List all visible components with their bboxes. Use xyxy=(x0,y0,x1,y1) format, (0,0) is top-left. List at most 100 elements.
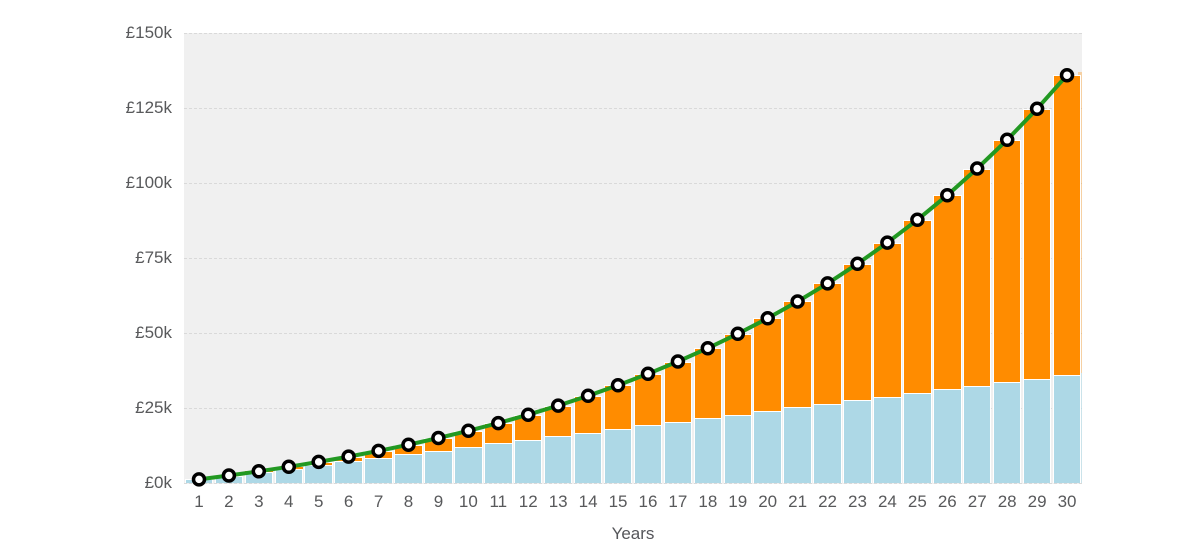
line-marker-year-20[interactable] xyxy=(760,311,775,326)
bar-segment-orange-year-21[interactable] xyxy=(783,301,812,408)
y-tick-label-£75k: £75k xyxy=(135,248,172,267)
line-marker-year-27[interactable] xyxy=(969,161,985,176)
y-tick-label-£0k: £0k xyxy=(144,473,172,492)
bar-segment-orange-year-16[interactable] xyxy=(633,373,663,426)
line-marker-year-12[interactable] xyxy=(520,407,536,422)
gridline-£25k xyxy=(184,408,1082,409)
x-tick-label-6: 6 xyxy=(343,492,354,511)
line-marker-year-17[interactable] xyxy=(670,354,686,369)
stacked-bar-year-14[interactable] xyxy=(573,395,603,483)
line-marker-year-6[interactable] xyxy=(341,449,356,464)
stacked-bar-year-26[interactable] xyxy=(933,195,962,483)
bar-segment-blue-year-7[interactable] xyxy=(364,457,393,483)
line-marker-year-29[interactable] xyxy=(1029,101,1045,116)
bar-segment-orange-year-23[interactable] xyxy=(843,263,872,401)
stacked-bar-year-28[interactable] xyxy=(992,139,1022,483)
bar-segment-blue-year-30[interactable] xyxy=(1052,375,1082,483)
stacked-bar-year-18[interactable] xyxy=(693,348,723,483)
line-marker-year-23[interactable] xyxy=(850,256,865,272)
stacked-bar-year-30[interactable] xyxy=(1052,75,1082,483)
bar-segment-blue-year-18[interactable] xyxy=(693,418,723,483)
bar-segment-orange-year-27[interactable] xyxy=(962,168,992,386)
line-marker-year-2[interactable] xyxy=(221,468,237,483)
stacked-bar-year-21[interactable] xyxy=(783,301,812,483)
bar-segment-blue-year-27[interactable] xyxy=(962,385,992,483)
line-marker-year-22[interactable] xyxy=(820,276,835,291)
x-tick-label-5: 5 xyxy=(313,492,324,511)
line-marker-year-14[interactable] xyxy=(580,388,596,404)
bar-segment-blue-year-25[interactable] xyxy=(903,393,932,483)
x-tick-label-24: 24 xyxy=(877,492,897,511)
bar-segment-blue-year-14[interactable] xyxy=(573,432,603,483)
line-marker-year-9[interactable] xyxy=(431,430,446,446)
stacked-bar-year-29[interactable] xyxy=(1022,108,1052,483)
x-tick-label-21: 21 xyxy=(788,492,808,511)
line-marker-year-18[interactable] xyxy=(700,340,716,356)
line-marker-year-7[interactable] xyxy=(371,443,386,459)
bar-segment-orange-year-15[interactable] xyxy=(603,385,633,429)
line-marker-year-26[interactable] xyxy=(940,187,955,203)
bar-segment-orange-year-25[interactable] xyxy=(903,219,932,393)
gridline-£100k xyxy=(184,183,1082,184)
line-marker-year-16[interactable] xyxy=(640,366,656,382)
stacked-bar-year-13[interactable] xyxy=(543,405,573,483)
bar-segment-blue-year-15[interactable] xyxy=(603,429,633,483)
bar-segment-blue-year-16[interactable] xyxy=(633,425,663,483)
stacked-bar-year-17[interactable] xyxy=(663,361,693,483)
line-marker-year-28[interactable] xyxy=(999,132,1015,148)
bar-segment-blue-year-20[interactable] xyxy=(753,411,782,483)
bar-segment-blue-year-23[interactable] xyxy=(843,400,872,483)
bar-segment-blue-year-21[interactable] xyxy=(783,407,812,483)
line-marker-year-25[interactable] xyxy=(910,212,925,228)
bar-segment-blue-year-22[interactable] xyxy=(813,403,842,483)
x-tick-label-23: 23 xyxy=(848,492,867,511)
bar-segment-orange-year-20[interactable] xyxy=(753,318,782,411)
bar-segment-blue-year-12[interactable] xyxy=(513,439,543,483)
gridline-£125k xyxy=(184,108,1082,109)
bar-segment-blue-year-10[interactable] xyxy=(454,447,483,483)
bar-segment-blue-year-24[interactable] xyxy=(873,396,902,483)
line-marker-year-4[interactable] xyxy=(281,459,297,475)
bar-segment-blue-year-28[interactable] xyxy=(992,382,1022,483)
bar-segment-blue-year-26[interactable] xyxy=(933,389,962,483)
bar-segment-orange-year-30[interactable] xyxy=(1052,75,1082,375)
line-marker-year-8[interactable] xyxy=(401,437,416,452)
line-marker-year-15[interactable] xyxy=(610,378,626,393)
line-marker-year-24[interactable] xyxy=(880,235,895,250)
x-tick-label-18: 18 xyxy=(698,492,718,511)
line-marker-year-21[interactable] xyxy=(790,294,805,309)
stacked-bar-year-19[interactable] xyxy=(723,333,753,483)
line-marker-year-5[interactable] xyxy=(311,454,326,470)
bar-segment-blue-year-8[interactable] xyxy=(394,454,423,483)
line-marker-year-1[interactable] xyxy=(191,472,207,487)
bar-segment-blue-year-29[interactable] xyxy=(1022,378,1052,483)
bar-segment-blue-year-19[interactable] xyxy=(723,414,753,483)
y-tick-label-£50k: £50k xyxy=(135,323,172,342)
line-marker-year-19[interactable] xyxy=(730,326,746,342)
bar-segment-orange-year-17[interactable] xyxy=(663,361,693,422)
stacked-bar-year-15[interactable] xyxy=(603,385,633,483)
line-series-layer xyxy=(191,67,1075,487)
stacked-bar-year-20[interactable] xyxy=(753,318,782,483)
y-tick-label-£25k: £25k xyxy=(135,398,172,417)
bar-segment-orange-year-26[interactable] xyxy=(933,195,962,390)
line-marker-year-3[interactable] xyxy=(251,464,267,479)
bar-segment-orange-year-28[interactable] xyxy=(992,139,1022,383)
stacked-bar-year-11[interactable] xyxy=(484,423,513,483)
bar-segment-blue-year-13[interactable] xyxy=(543,436,573,483)
x-tick-label-9: 9 xyxy=(433,492,444,511)
stacked-bar-year-25[interactable] xyxy=(903,219,932,483)
line-marker-year-30[interactable] xyxy=(1059,67,1075,83)
bar-segment-blue-year-9[interactable] xyxy=(424,450,453,483)
bar-segment-blue-year-11[interactable] xyxy=(484,443,513,483)
stacked-bar-year-16[interactable] xyxy=(633,373,663,483)
stacked-bar-year-23[interactable] xyxy=(843,263,872,483)
bar-segment-orange-year-29[interactable] xyxy=(1022,108,1052,379)
stacked-bar-year-27[interactable] xyxy=(962,168,992,483)
line-marker-year-10[interactable] xyxy=(461,423,476,439)
line-marker-year-13[interactable] xyxy=(550,398,566,413)
x-tick-label-4: 4 xyxy=(284,492,294,511)
bar-segment-blue-year-17[interactable] xyxy=(663,421,693,483)
line-marker-year-11[interactable] xyxy=(491,415,506,431)
